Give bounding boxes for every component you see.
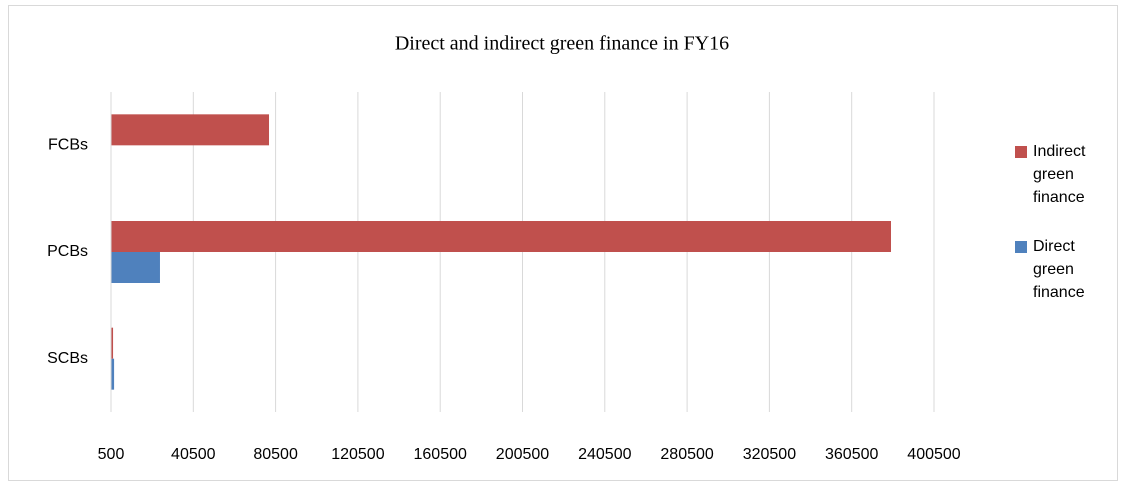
y-tick-label: SCBs bbox=[47, 350, 88, 367]
legend-swatch bbox=[1015, 146, 1027, 158]
legend-swatch bbox=[1015, 241, 1027, 253]
x-tick-label: 40500 bbox=[171, 446, 216, 463]
legend-label: Indirect green finance bbox=[1033, 143, 1086, 206]
x-tick-label: 200500 bbox=[496, 446, 549, 463]
bar bbox=[111, 221, 891, 252]
bar bbox=[111, 114, 270, 146]
x-tick-label: 320500 bbox=[743, 446, 796, 463]
legend-entry: Direct green finance bbox=[1015, 235, 1115, 304]
bar bbox=[111, 252, 160, 283]
y-tick-label: PCBs bbox=[47, 243, 88, 260]
x-tick-label: 360500 bbox=[825, 446, 878, 463]
x-tick-label: 400500 bbox=[907, 446, 960, 463]
legend-label: Direct green finance bbox=[1033, 238, 1085, 301]
x-tick-label: 280500 bbox=[660, 446, 713, 463]
legend-entry: Indirect green finance bbox=[1015, 140, 1115, 209]
x-tick-label: 160500 bbox=[414, 446, 467, 463]
x-tick-label: 120500 bbox=[331, 446, 384, 463]
chart-title: Direct and indirect green finance in FY1… bbox=[395, 33, 729, 55]
x-tick-label: 500 bbox=[98, 446, 125, 463]
y-tick-label: FCBs bbox=[48, 137, 88, 154]
x-tick-label: 240500 bbox=[578, 446, 631, 463]
bar bbox=[111, 327, 114, 359]
x-tick-label: 80500 bbox=[253, 446, 298, 463]
legend: Indirect green finance Direct green finan… bbox=[1015, 140, 1115, 330]
bar bbox=[111, 358, 115, 390]
